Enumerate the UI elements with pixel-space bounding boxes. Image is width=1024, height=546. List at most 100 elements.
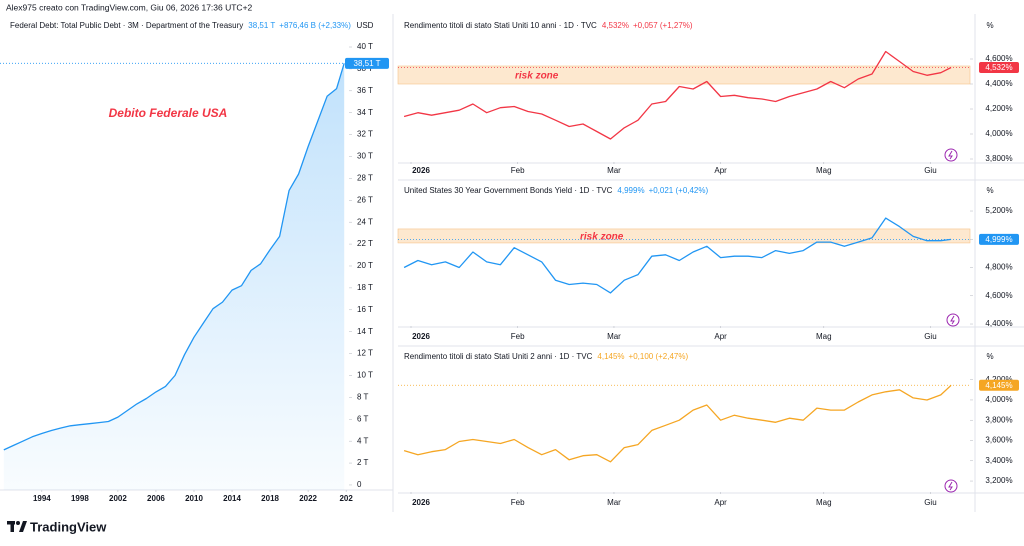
chart-title: Rendimento titoli di stato Stati Uniti 1… bbox=[404, 21, 693, 30]
y-tick-label: 36 T bbox=[357, 86, 373, 95]
x-tick-label: Giu bbox=[924, 332, 936, 341]
x-tick-label: Mar bbox=[607, 332, 621, 341]
y-tick-label: 14 T bbox=[357, 327, 373, 336]
y-tick-label: 4,200% bbox=[985, 104, 1012, 113]
title-text: Federal Debt: Total Public Debt · 3M · D… bbox=[10, 21, 243, 30]
last-value: 4,532% bbox=[602, 21, 629, 30]
y-tick-label: 2 T bbox=[357, 458, 369, 467]
y-tick-label: 18 T bbox=[357, 283, 373, 292]
x-tick-label: Mag bbox=[816, 166, 832, 175]
y-tick-label: 3,400% bbox=[985, 456, 1012, 465]
change-value: +0,021 (+0,42%) bbox=[649, 186, 709, 195]
series-line bbox=[403, 50, 952, 140]
y-tick-label: 32 T bbox=[357, 130, 373, 139]
risk-zone bbox=[397, 228, 971, 244]
y-tick-label: 4,000% bbox=[985, 395, 1012, 404]
y-tick-label: 4 T bbox=[357, 436, 369, 445]
y-tick-label: 4,400% bbox=[985, 79, 1012, 88]
y-tick-label: 20 T bbox=[357, 261, 373, 270]
y-tick-label: 4,600% bbox=[985, 291, 1012, 300]
unit-label: USD bbox=[357, 21, 374, 30]
chart-title: United States 30 Year Government Bonds Y… bbox=[404, 186, 708, 195]
y-tick-label: 16 T bbox=[357, 305, 373, 314]
last-value-tag-label: 38,51 T bbox=[354, 59, 381, 68]
last-value-tag-label: 4,532% bbox=[985, 63, 1012, 72]
last-value-tag bbox=[979, 233, 1019, 245]
x-tick-label: 1994 bbox=[33, 494, 51, 503]
change-value: +876,46 B (+2,33%) bbox=[279, 21, 351, 30]
y-tick-label: 4,600% bbox=[985, 54, 1012, 63]
last-value: 4,999% bbox=[617, 186, 644, 195]
unit-label: % bbox=[986, 352, 993, 361]
y-tick-label: 28 T bbox=[357, 174, 373, 183]
change-value: +0,057 (+1,27%) bbox=[633, 21, 693, 30]
y-tick-label: 12 T bbox=[357, 349, 373, 358]
y-tick-label: 3,200% bbox=[985, 476, 1012, 485]
last-value-tag-label: 4,999% bbox=[985, 235, 1012, 244]
x-tick-label: 2006 bbox=[147, 494, 165, 503]
brand-name: TradingView bbox=[30, 519, 107, 534]
y-tick-label: 40 T bbox=[357, 42, 373, 51]
series-line bbox=[3, 63, 345, 451]
y-tick-label: 34 T bbox=[357, 108, 373, 117]
y-tick-label: 4,200% bbox=[985, 375, 1012, 384]
y-tick-label: 10 T bbox=[357, 371, 373, 380]
chart-title: Rendimento titoli di stato Stati Uniti 2… bbox=[404, 352, 688, 361]
x-tick-label: 2026 bbox=[412, 332, 430, 341]
y-tick-label: 30 T bbox=[357, 152, 373, 161]
x-tick-label: 2018 bbox=[261, 494, 279, 503]
x-tick-label: Mar bbox=[607, 498, 621, 507]
x-tick-label: 2002 bbox=[109, 494, 127, 503]
y-tick-label: 3,800% bbox=[985, 154, 1012, 163]
chart-title: Federal Debt: Total Public Debt · 3M · D… bbox=[10, 21, 351, 30]
x-tick-label: 202 bbox=[339, 494, 353, 503]
y-tick-label: 26 T bbox=[357, 195, 373, 204]
last-value-tag bbox=[345, 57, 389, 69]
last-value-tag bbox=[979, 379, 1019, 391]
risk-zone-label: risk zone bbox=[580, 232, 624, 243]
x-tick-label: Mar bbox=[607, 166, 621, 175]
last-value-tag-label: 4,145% bbox=[985, 381, 1012, 390]
area-fill bbox=[3, 63, 345, 491]
x-tick-label: Apr bbox=[714, 498, 727, 507]
y-tick-label: 24 T bbox=[357, 217, 373, 226]
title-text: Rendimento titoli di stato Stati Uniti 2… bbox=[404, 352, 593, 361]
x-tick-label: 1998 bbox=[71, 494, 89, 503]
x-tick-label: Feb bbox=[511, 332, 525, 341]
x-tick-label: 2014 bbox=[223, 494, 241, 503]
brand-logo bbox=[7, 521, 27, 532]
y-tick-label: 4,000% bbox=[985, 129, 1012, 138]
x-tick-label: Giu bbox=[924, 498, 936, 507]
x-tick-label: Feb bbox=[511, 166, 525, 175]
series-line bbox=[403, 217, 952, 294]
last-value: 38,51 T bbox=[248, 21, 275, 30]
header-text: Alex975 creato con TradingView.com, Giu … bbox=[6, 2, 253, 12]
x-tick-label: 2026 bbox=[412, 498, 430, 507]
risk-zone-label: risk zone bbox=[515, 71, 559, 82]
y-tick-label: 8 T bbox=[357, 392, 369, 401]
title-text: Rendimento titoli di stato Stati Uniti 1… bbox=[404, 21, 597, 30]
unit-label: % bbox=[986, 186, 993, 195]
y-tick-label: 0 bbox=[357, 480, 362, 489]
y-tick-label: 5,200% bbox=[985, 206, 1012, 215]
series-line bbox=[403, 384, 952, 463]
y-tick-label: 4,400% bbox=[985, 319, 1012, 328]
y-tick-label: 22 T bbox=[357, 239, 373, 248]
x-tick-label: Feb bbox=[511, 498, 525, 507]
x-tick-label: Mag bbox=[816, 332, 832, 341]
last-value: 4,145% bbox=[597, 352, 624, 361]
y-tick-label: 3,800% bbox=[985, 415, 1012, 424]
y-tick-label: 3,600% bbox=[985, 436, 1012, 445]
x-tick-label: 2010 bbox=[185, 494, 203, 503]
risk-zone bbox=[397, 65, 971, 85]
annotation: Debito Federale USA bbox=[109, 106, 228, 120]
x-tick-label: Apr bbox=[714, 166, 727, 175]
y-tick-label: 6 T bbox=[357, 414, 369, 423]
unit-label: % bbox=[986, 21, 993, 30]
last-value-tag bbox=[979, 62, 1019, 73]
x-tick-label: Mag bbox=[816, 498, 832, 507]
x-tick-label: Giu bbox=[924, 166, 936, 175]
title-text: United States 30 Year Government Bonds Y… bbox=[404, 186, 613, 195]
